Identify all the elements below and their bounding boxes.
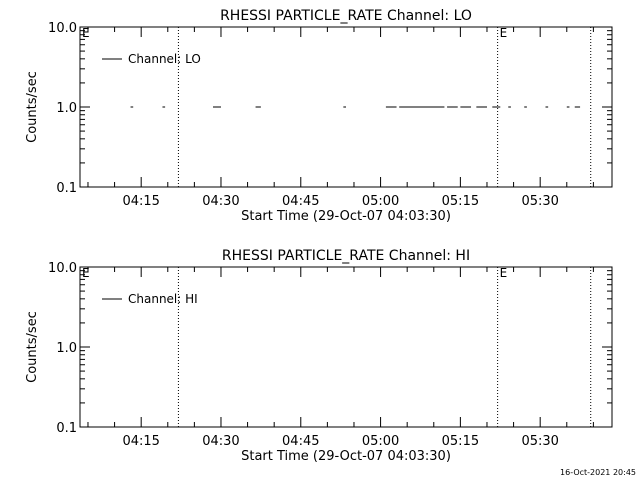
- y-tick-label: 0.1: [56, 421, 77, 436]
- footer-timestamp: 16-Oct-2021 20:45: [560, 468, 636, 477]
- x-tick-label: 04:30: [202, 194, 239, 209]
- corner-label: E: [82, 266, 90, 280]
- x-tick-label: 05:30: [521, 434, 558, 449]
- x-tick-label: 04:45: [282, 194, 319, 209]
- x-tick-label: 04:30: [202, 434, 239, 449]
- y-tick-label: 0.1: [56, 181, 77, 196]
- y-tick-label: 1.0: [56, 101, 77, 116]
- x-tick-label: 04:15: [122, 194, 159, 209]
- y-tick-label: 10.0: [48, 261, 77, 276]
- chart-panel-2: RHESSI PARTICLE_RATE Channel: HI 0.1 1.0 10…: [25, 248, 613, 464]
- legend-label: Channel: HI: [128, 292, 198, 306]
- y-tick-label: 10.0: [48, 21, 77, 36]
- chart-panel-1: RHESSI PARTICLE_RATE Channel: LO 0.1 1.0 10…: [25, 8, 613, 224]
- x-tick-label: 05:00: [362, 434, 399, 449]
- x-axis-label: Start Time (29-Oct-07 04:03:30): [241, 449, 451, 464]
- x-tick-label: 05:15: [442, 434, 479, 449]
- chart-title: RHESSI PARTICLE_RATE Channel: HI: [222, 248, 470, 264]
- y-axis-label: Counts/sec: [25, 311, 40, 383]
- legend-label: Channel: LO: [128, 52, 201, 66]
- y-tick-label: 1.0: [56, 341, 77, 356]
- x-axis-label: Start Time (29-Oct-07 04:03:30): [241, 209, 451, 224]
- corner-label: E: [82, 26, 90, 40]
- chart-title: RHESSI PARTICLE_RATE Channel: LO: [220, 8, 472, 24]
- y-axis-label: Counts/sec: [25, 71, 40, 143]
- marker-label: E: [500, 26, 508, 40]
- plot-frame: [79, 266, 613, 428]
- x-tick-label: 05:00: [362, 194, 399, 209]
- marker-label: E: [500, 266, 508, 280]
- x-tick-label: 05:15: [442, 194, 479, 209]
- x-tick-label: 04:45: [282, 434, 319, 449]
- x-tick-label: 05:30: [521, 194, 558, 209]
- x-tick-label: 04:15: [122, 434, 159, 449]
